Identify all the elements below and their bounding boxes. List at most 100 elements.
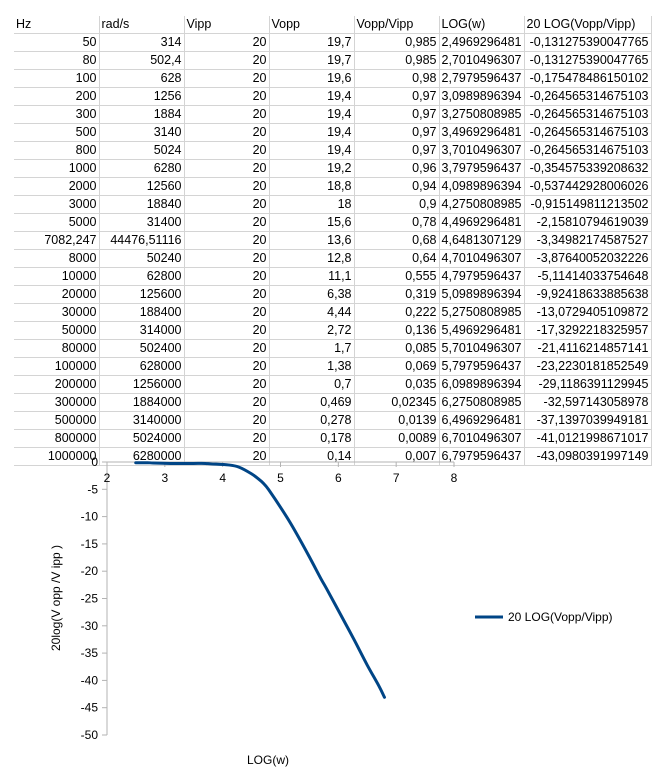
- table-cell[interactable]: 15,6: [269, 213, 355, 232]
- table-cell[interactable]: 0,9: [354, 195, 440, 214]
- table-cell[interactable]: 4,6481307129: [439, 231, 525, 250]
- table-cell[interactable]: 4,7010496307: [439, 249, 525, 268]
- header-ratio[interactable]: Vopp/Vipp: [354, 16, 440, 34]
- table-cell[interactable]: 7082,247: [14, 231, 100, 250]
- table-cell[interactable]: 2000: [14, 177, 100, 196]
- table-cell[interactable]: 0,94: [354, 177, 440, 196]
- table-cell[interactable]: 62800: [99, 267, 185, 286]
- table-cell[interactable]: 6,7010496307: [439, 429, 525, 448]
- table-cell[interactable]: 19,4: [269, 123, 355, 142]
- table-cell[interactable]: 1000: [14, 159, 100, 178]
- table-cell[interactable]: 1884000: [99, 393, 185, 412]
- table-cell[interactable]: 5000: [14, 213, 100, 232]
- table-cell[interactable]: 6,38: [269, 285, 355, 304]
- table-cell[interactable]: -0,354575339208632: [524, 159, 652, 178]
- table-cell[interactable]: 0,985: [354, 33, 440, 52]
- table-cell[interactable]: 50: [14, 33, 100, 52]
- table-cell[interactable]: 0,085: [354, 339, 440, 358]
- table-cell[interactable]: 0,069: [354, 357, 440, 376]
- table-cell[interactable]: 20: [184, 105, 270, 124]
- table-cell[interactable]: 20: [184, 375, 270, 394]
- table-cell[interactable]: 5,2750808985: [439, 303, 525, 322]
- table-cell[interactable]: 0,319: [354, 285, 440, 304]
- table-cell[interactable]: 19,6: [269, 69, 355, 88]
- table-cell[interactable]: 0,278: [269, 411, 355, 430]
- table-cell[interactable]: 0,136: [354, 321, 440, 340]
- table-cell[interactable]: 188400: [99, 303, 185, 322]
- table-cell[interactable]: -0,264565314675103: [524, 87, 652, 106]
- table-cell[interactable]: -0,264565314675103: [524, 123, 652, 142]
- table-cell[interactable]: 800000: [14, 429, 100, 448]
- table-cell[interactable]: -0,915149811213502: [524, 195, 652, 214]
- table-cell[interactable]: 20: [184, 267, 270, 286]
- table-cell[interactable]: 100: [14, 69, 100, 88]
- table-cell[interactable]: -13,0729405109872: [524, 303, 652, 322]
- table-cell[interactable]: 20: [184, 213, 270, 232]
- table-cell[interactable]: 0,97: [354, 123, 440, 142]
- table-cell[interactable]: 100000: [14, 357, 100, 376]
- table-cell[interactable]: 0,78: [354, 213, 440, 232]
- table-cell[interactable]: -21,4116214857141: [524, 339, 652, 358]
- table-cell[interactable]: 0,0089: [354, 429, 440, 448]
- table-cell[interactable]: 500: [14, 123, 100, 142]
- table-cell[interactable]: 3,4969296481: [439, 123, 525, 142]
- table-cell[interactable]: -9,92418633885638: [524, 285, 652, 304]
- table-cell[interactable]: 18: [269, 195, 355, 214]
- header-vipp[interactable]: Vipp: [184, 16, 270, 34]
- table-cell[interactable]: 19,7: [269, 33, 355, 52]
- table-cell[interactable]: 30000: [14, 303, 100, 322]
- table-cell[interactable]: -37,1397039949181: [524, 411, 652, 430]
- table-cell[interactable]: 20: [184, 231, 270, 250]
- table-cell[interactable]: 0,0139: [354, 411, 440, 430]
- table-cell[interactable]: 314: [99, 33, 185, 52]
- table-cell[interactable]: 500000: [14, 411, 100, 430]
- table-cell[interactable]: 0,14: [269, 447, 355, 466]
- table-cell[interactable]: 5,0989896394: [439, 285, 525, 304]
- table-cell[interactable]: 5024000: [99, 429, 185, 448]
- table-cell[interactable]: 5,4969296481: [439, 321, 525, 340]
- table-cell[interactable]: 0,985: [354, 51, 440, 70]
- table-cell[interactable]: 19,7: [269, 51, 355, 70]
- table-cell[interactable]: -2,15810794619039: [524, 213, 652, 232]
- table-cell[interactable]: -0,264565314675103: [524, 105, 652, 124]
- table-cell[interactable]: 0,02345: [354, 393, 440, 412]
- table-cell[interactable]: 628000: [99, 357, 185, 376]
- table-cell[interactable]: -0,264565314675103: [524, 141, 652, 160]
- table-cell[interactable]: 0,97: [354, 105, 440, 124]
- table-cell[interactable]: 3000: [14, 195, 100, 214]
- table-cell[interactable]: 0,68: [354, 231, 440, 250]
- table-cell[interactable]: 20: [184, 357, 270, 376]
- table-cell[interactable]: -17,3292218325957: [524, 321, 652, 340]
- table-cell[interactable]: 50240: [99, 249, 185, 268]
- table-cell[interactable]: 0,178: [269, 429, 355, 448]
- table-cell[interactable]: 20: [184, 321, 270, 340]
- table-cell[interactable]: 20: [184, 411, 270, 430]
- table-cell[interactable]: 0,555: [354, 267, 440, 286]
- table-cell[interactable]: -29,1186391129945: [524, 375, 652, 394]
- table-cell[interactable]: 1,38: [269, 357, 355, 376]
- table-cell[interactable]: 2,4969296481: [439, 33, 525, 52]
- table-cell[interactable]: 6280: [99, 159, 185, 178]
- table-cell[interactable]: 0,7: [269, 375, 355, 394]
- table-cell[interactable]: 628: [99, 69, 185, 88]
- table-cell[interactable]: 18,8: [269, 177, 355, 196]
- table-cell[interactable]: 50000: [14, 321, 100, 340]
- table-cell[interactable]: -5,11414033754648: [524, 267, 652, 286]
- table-cell[interactable]: 4,7979596437: [439, 267, 525, 286]
- table-cell[interactable]: 800: [14, 141, 100, 160]
- table-cell[interactable]: -41,0121998671017: [524, 429, 652, 448]
- table-cell[interactable]: 19,4: [269, 105, 355, 124]
- table-cell[interactable]: 20: [184, 87, 270, 106]
- table-cell[interactable]: 20: [184, 51, 270, 70]
- table-cell[interactable]: 6,7979596437: [439, 447, 525, 466]
- table-cell[interactable]: -23,2230181852549: [524, 357, 652, 376]
- table-cell[interactable]: 0,97: [354, 87, 440, 106]
- table-cell[interactable]: 20: [184, 249, 270, 268]
- table-cell[interactable]: 1,7: [269, 339, 355, 358]
- table-cell[interactable]: 2,72: [269, 321, 355, 340]
- table-cell[interactable]: 20: [184, 303, 270, 322]
- table-cell[interactable]: 314000: [99, 321, 185, 340]
- table-cell[interactable]: 8000: [14, 249, 100, 268]
- header-vopp[interactable]: Vopp: [269, 16, 355, 34]
- table-cell[interactable]: 0,469: [269, 393, 355, 412]
